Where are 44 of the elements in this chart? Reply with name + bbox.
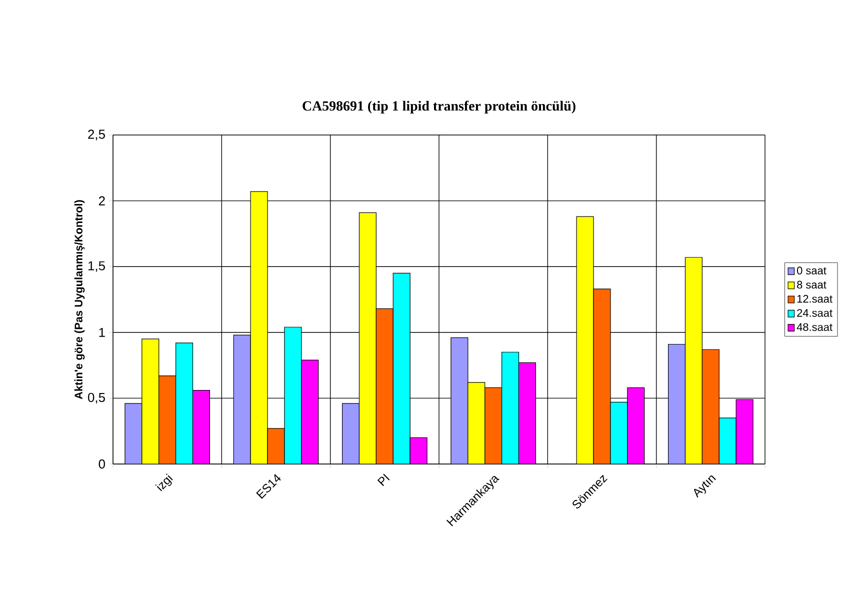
- bar: [736, 399, 754, 464]
- x-tick-label: PI: [377, 474, 390, 486]
- x-tick-label: izgi: [155, 474, 173, 492]
- bar: [702, 349, 720, 464]
- y-axis-title: Aktin'e göre (Pas Uygulanmış/Kontrol): [74, 200, 85, 400]
- bar: [284, 327, 302, 464]
- bar: [393, 273, 410, 464]
- bar: [594, 288, 610, 464]
- bar: [342, 403, 360, 464]
- bar: [268, 428, 284, 464]
- y-tick-label: 0,5: [88, 392, 105, 404]
- bar: [518, 362, 536, 464]
- bar: [250, 192, 268, 464]
- legend-label: 24.saat: [797, 309, 832, 317]
- y-tick-label: 0: [98, 459, 105, 469]
- chart-title: CA598691 (tip 1 lipid transfer protein öncülü): [302, 100, 576, 114]
- bar: [359, 212, 376, 464]
- bar: [142, 338, 159, 464]
- bar: [176, 342, 193, 464]
- bar: [627, 388, 644, 464]
- bar: [158, 376, 176, 464]
- y-tick-label: 2,5: [88, 130, 105, 140]
- bar: [192, 390, 210, 464]
- legend-label: 0 saat: [797, 266, 826, 274]
- bar: [684, 257, 702, 464]
- bar: [410, 438, 428, 464]
- bar: [234, 335, 251, 464]
- legend-label: 8 saat: [797, 280, 826, 289]
- bar: [301, 360, 318, 464]
- bar: [610, 402, 628, 464]
- bar: [576, 216, 594, 464]
- bar: [376, 308, 394, 464]
- bar: [124, 403, 142, 464]
- bar: [502, 352, 519, 464]
- y-tick-label: 2: [98, 196, 105, 206]
- bar: [668, 344, 686, 464]
- bar: [450, 338, 468, 464]
- bar: [718, 418, 736, 464]
- y-tick-label: 1: [99, 328, 105, 337]
- y-tick-label: 1,5: [88, 261, 105, 272]
- legend-label: 48.saat: [796, 323, 832, 331]
- legend-label: 12.saat: [797, 294, 832, 303]
- bar: [468, 382, 485, 464]
- bar: [484, 388, 502, 464]
